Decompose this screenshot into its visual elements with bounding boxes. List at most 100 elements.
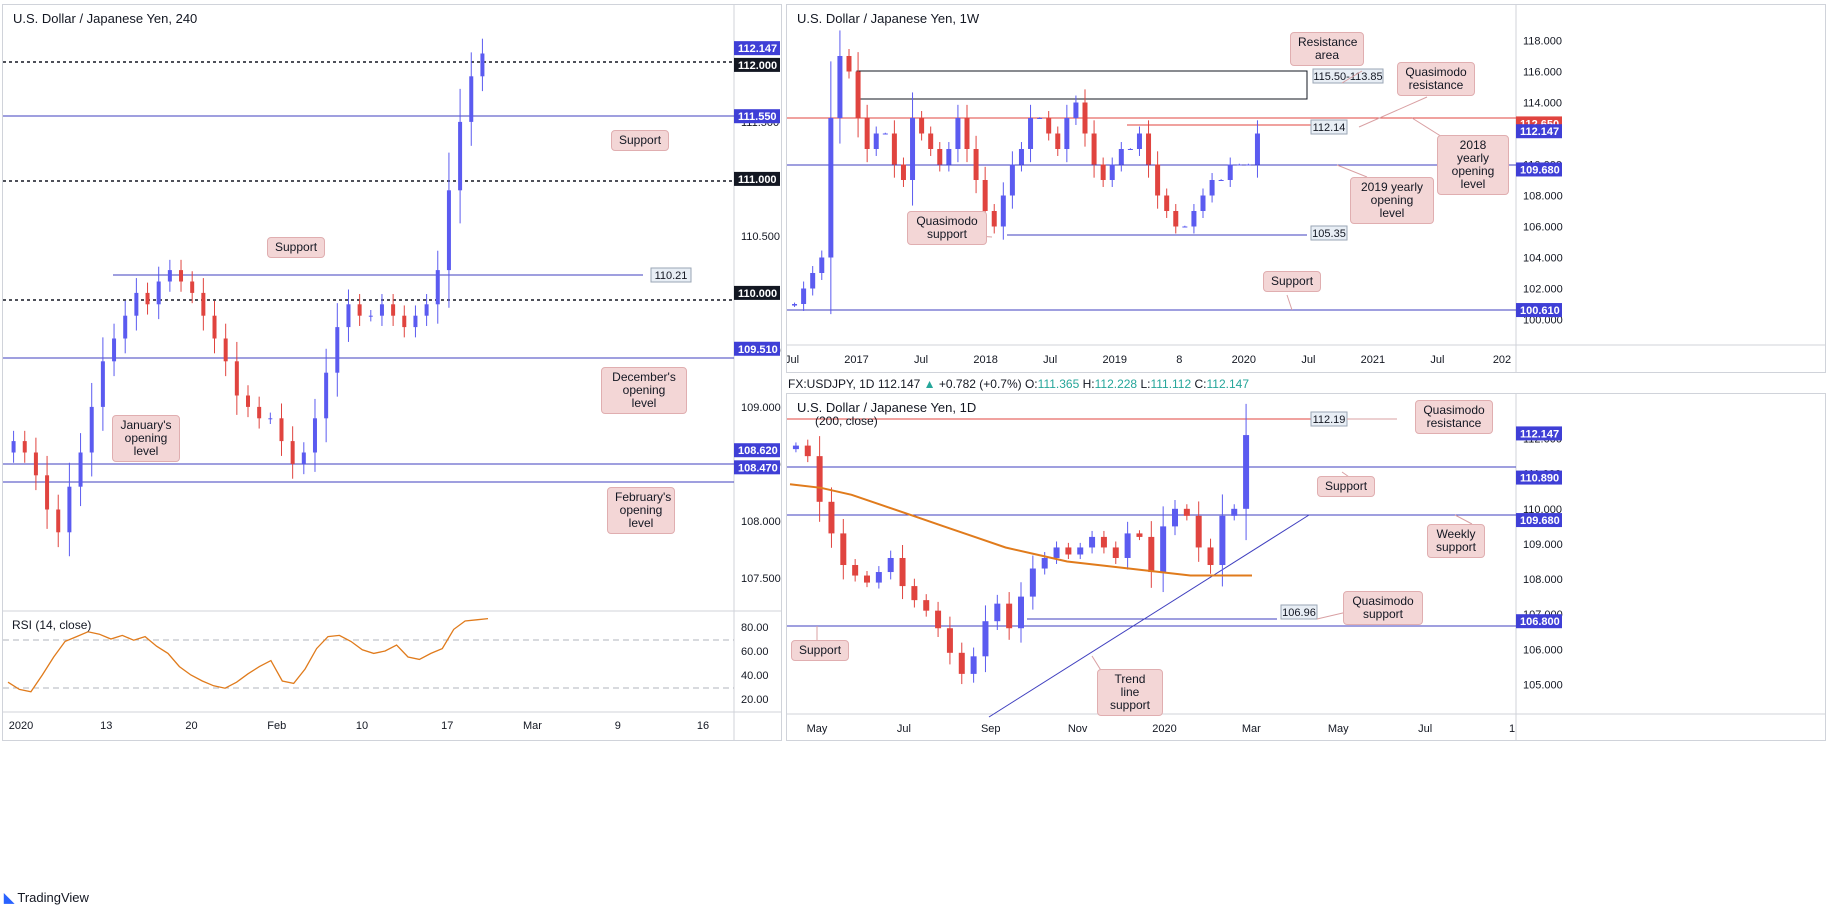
price-label-text: 109.510	[738, 344, 778, 356]
candle-body	[1041, 557, 1048, 569]
price-label	[1516, 303, 1562, 318]
x-tick-label: 2021	[1361, 354, 1385, 366]
candle-body	[402, 315, 407, 328]
price-label	[1516, 470, 1562, 485]
candle-body	[1100, 536, 1107, 548]
weekly-candles	[792, 30, 1260, 315]
candle-body	[246, 395, 250, 407]
candle-body	[1155, 164, 1161, 196]
x-tick-label: 16	[697, 720, 709, 732]
candle-body	[179, 270, 184, 282]
rsi-label: RSI (14, close)	[12, 618, 91, 632]
ohlc-bar: FX:USDJPY, 1D 112.147 ▲ +0.782 (+0.7%) O…	[788, 377, 1250, 391]
candle-body	[810, 273, 816, 289]
x-tick-label: 2020	[9, 720, 33, 732]
candle-body	[1191, 211, 1197, 227]
daily-chart[interactable]: 112.19 106.96 (200, close) 105.000 106.00…	[787, 394, 1825, 740]
candle-body	[935, 610, 942, 629]
candle-body	[346, 304, 351, 328]
price-label-text: 112.147	[1520, 428, 1559, 440]
rsi-tick-label: 80.00	[741, 622, 769, 634]
candle-body	[89, 406, 94, 453]
weekly-chart[interactable]: 115.50-113.85 112.14 105.35 100.000 102.0…	[787, 5, 1825, 372]
candle-body	[1009, 164, 1015, 196]
candle-body	[864, 575, 870, 583]
callout-december-opening: December's opening level	[601, 367, 687, 414]
callout-quasimodo-resistance: Quasimodo resistance	[1415, 400, 1493, 434]
candle-body	[1200, 195, 1206, 211]
candle-body	[937, 149, 943, 165]
candle-body	[982, 180, 988, 211]
candle-body	[435, 270, 440, 305]
candle-body	[846, 56, 852, 72]
candle-body	[223, 338, 228, 362]
candle-body	[828, 118, 834, 258]
tag-110-21-text: 110.21	[655, 270, 688, 282]
x-tick-label: 17	[441, 720, 453, 732]
price-label-text: 112.000	[738, 60, 777, 72]
candle-body	[1173, 211, 1179, 227]
candle-body	[1227, 164, 1233, 180]
ohlc-low: 111.112	[1150, 377, 1192, 391]
price-label-text: 109.680	[1520, 515, 1560, 527]
h4-chart-panel[interactable]: U.S. Dollar / Japanese Yen, 240 110.21 1…	[2, 4, 782, 741]
y-tick-label: 107.500	[741, 573, 781, 585]
candle-body	[1082, 102, 1088, 134]
candle-body	[1231, 508, 1238, 516]
candle-body	[828, 501, 835, 534]
x-tick-label: Mar	[523, 720, 542, 732]
candle-body	[1172, 508, 1178, 527]
candle-body	[1218, 180, 1224, 181]
brand-footer[interactable]: ◣ TradingView	[4, 890, 89, 906]
price-label-text: 108.470	[738, 462, 778, 474]
candle-body	[792, 304, 798, 306]
x-tick-label: 2020	[1152, 723, 1176, 735]
price-label	[734, 460, 780, 475]
x-tick-label: Jul	[1418, 723, 1432, 735]
price-label	[734, 171, 780, 186]
weekly-chart-panel[interactable]: U.S. Dollar / Japanese Yen, 1W 115.50-11…	[786, 4, 1826, 373]
y-tick-label: 108.000	[1523, 574, 1563, 586]
candle-body	[1046, 118, 1052, 134]
x-tick-label: 10	[356, 720, 368, 732]
candle-body	[1112, 547, 1119, 558]
price-label-text: 110.000	[738, 288, 777, 300]
x-tick-label: Jul	[1301, 354, 1315, 366]
candle-body	[201, 292, 206, 316]
candle-body	[1100, 164, 1106, 180]
brand-label: TradingView	[17, 890, 89, 905]
candle-body	[56, 509, 61, 533]
x-tick-label: 20	[185, 720, 197, 732]
y-tick-label: 109.000	[1523, 539, 1563, 551]
candle-body	[357, 304, 362, 316]
candle-body	[801, 288, 807, 304]
candle-body	[301, 452, 306, 464]
callout-quasimodo-support: Quasimodo support	[1343, 591, 1423, 625]
ohlc-up-icon: ▲	[923, 377, 936, 391]
candle-body	[268, 418, 273, 420]
candle-body	[875, 572, 882, 583]
y-tick-label: 104.000	[1523, 253, 1563, 265]
h4-chart[interactable]: 110.21 107.500108.000108.500109.000109.5…	[3, 5, 781, 740]
candle-body	[1000, 195, 1006, 227]
h4-time-axis: 2020 13 20 Feb 10 17 Mar 9 16	[9, 720, 709, 732]
price-label-text: 112.147	[1520, 126, 1559, 138]
tag-112-14: 112.14	[1313, 122, 1346, 134]
candle-body	[480, 53, 485, 77]
x-tick-label: Feb	[267, 720, 286, 732]
candle-body	[923, 600, 930, 611]
callout-support-2: Support	[267, 237, 325, 258]
candle-body	[446, 190, 451, 271]
candle-body	[134, 292, 139, 316]
trend-line	[988, 514, 1310, 718]
callout-weekly-support: Weekly support	[1427, 524, 1485, 558]
candle-body	[891, 133, 897, 165]
y-tick-label: 106.000	[1523, 222, 1563, 234]
x-tick-label: Jul	[1430, 354, 1444, 366]
candle-body	[78, 452, 83, 487]
candle-body	[900, 164, 906, 180]
candle-body	[873, 133, 879, 149]
daily-chart-panel[interactable]: U.S. Dollar / Japanese Yen, 1D 112.19 10…	[786, 393, 1826, 741]
ohlc-change: +0.782 (+0.7%)	[938, 377, 1022, 391]
candle-body	[837, 56, 843, 118]
